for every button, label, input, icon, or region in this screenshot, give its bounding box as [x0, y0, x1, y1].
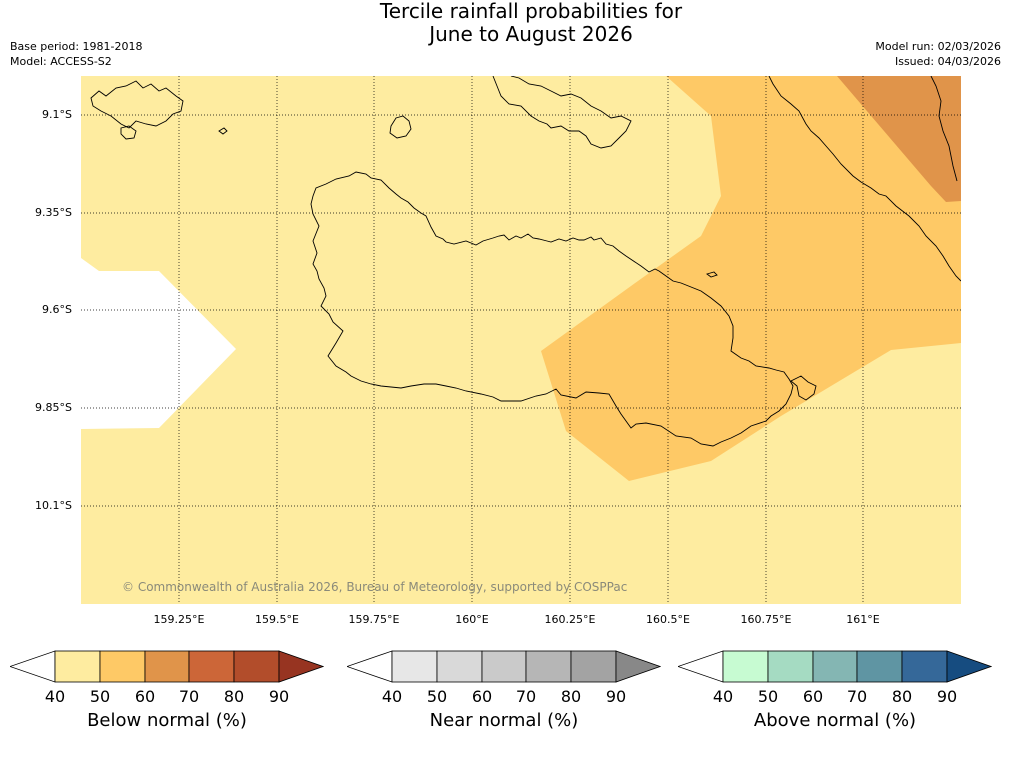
coastline-main-island — [310, 171, 794, 447]
tick-near-50: 50 — [426, 687, 448, 706]
islet-small-2 — [706, 271, 718, 278]
colorbar-above-bin-2 — [767, 650, 814, 683]
lat-label-4: 9.85°S — [35, 401, 72, 414]
tick-below-60: 60 — [134, 687, 156, 706]
tick-near-40: 40 — [381, 687, 403, 706]
colorbar-near-normal — [347, 650, 661, 683]
base-period: Base period: 1981-2018 — [10, 40, 143, 53]
tick-above-40: 40 — [712, 687, 734, 706]
legend-near-normal: 40 50 60 70 80 90 Near normal (%) — [347, 650, 661, 731]
tick-above-50: 50 — [757, 687, 779, 706]
zone-below-70 — [837, 76, 961, 202]
coastline-north-east — [930, 76, 958, 182]
colorbar-above-bin-5 — [901, 650, 948, 683]
lat-label-1: 9.1°S — [42, 108, 72, 121]
map-panel — [81, 76, 961, 604]
lat-label-2: 9.35°S — [35, 206, 72, 219]
islet-small-1 — [218, 127, 228, 135]
lat-label-3: 9.6°S — [42, 303, 72, 316]
legend-above-normal: 40 50 60 70 80 90 Above normal (%) — [678, 650, 992, 731]
title-line-1: Tercile rainfall probabilities for — [379, 0, 683, 23]
colorbar-below-bin-3 — [144, 650, 190, 683]
map-title: Tercile rainfall probabilities for June … — [0, 0, 1011, 46]
colorbar-near-extend-high — [615, 650, 661, 683]
colorbar-near-bin-2 — [436, 650, 483, 683]
lon-label-1: 159.25°E — [153, 613, 205, 626]
colorbar-near-extend-low — [347, 650, 393, 683]
legend-title-near: Near normal (%) — [429, 710, 579, 731]
map-canvas — [81, 76, 961, 604]
colorbar-below-bin-5 — [233, 650, 280, 683]
lon-label-2: 159.5°E — [255, 613, 299, 626]
colorbar-near-ticks: 40 50 60 70 80 90 — [347, 684, 661, 706]
lon-label-6: 160.5°E — [646, 613, 690, 626]
colorbar-below-bin-4 — [188, 650, 235, 683]
colorbar-below-bin-2 — [99, 650, 146, 683]
lat-label-5: 10.1°S — [35, 499, 72, 512]
tick-above-70: 70 — [846, 687, 868, 706]
colorbar-below-ticks: 40 50 60 70 80 90 — [10, 684, 324, 706]
colorbar-above-bin-1 — [722, 650, 769, 683]
lon-label-8: 161°E — [846, 613, 880, 626]
islet-east-1 — [790, 375, 817, 401]
colorbar-near-bin-4 — [525, 650, 572, 683]
tick-below-90: 90 — [268, 687, 290, 706]
colorbar-above-extend-low — [678, 650, 724, 683]
meta-left: Base period: 1981-2018 Model: ACCESS-S2 — [10, 39, 142, 69]
copyright-notice: © Commonwealth of Australia 2026, Bureau… — [122, 580, 628, 594]
zone-below-60 — [541, 76, 961, 481]
colorbar-near-bin-5 — [570, 650, 617, 683]
tick-above-60: 60 — [802, 687, 824, 706]
zone-no-data — [81, 258, 236, 429]
tick-below-40: 40 — [44, 687, 66, 706]
colorbar-below-bin-1 — [54, 650, 101, 683]
coastline-eastern-island — [768, 76, 961, 282]
tick-near-70: 70 — [515, 687, 537, 706]
coastline-north-central-islands — [492, 76, 632, 149]
model-run: Model run: 02/03/2026 — [875, 40, 1001, 53]
tick-above-90: 90 — [936, 687, 958, 706]
colorbar-near-bin-3 — [481, 650, 527, 683]
lon-label-4: 160°E — [455, 613, 489, 626]
lon-label-3: 159.75°E — [348, 613, 400, 626]
colorbar-above-extend-high — [946, 650, 992, 683]
lon-label-5: 160.25°E — [544, 613, 596, 626]
tick-below-80: 80 — [223, 687, 245, 706]
graticule — [81, 76, 961, 604]
legend-below-normal: 40 50 60 70 80 90 Below normal (%) — [10, 650, 324, 731]
tick-near-60: 60 — [471, 687, 493, 706]
islet-north-west — [120, 125, 137, 140]
coastlines — [90, 76, 961, 447]
colorbar-above-bin-3 — [812, 650, 858, 683]
islet-north-central — [389, 115, 412, 139]
colorbar-below-extend-low — [10, 650, 56, 683]
colorbar-above-bin-4 — [856, 650, 903, 683]
tick-above-80: 80 — [891, 687, 913, 706]
colorbar-above-ticks: 40 50 60 70 80 90 — [678, 684, 992, 706]
tick-below-50: 50 — [89, 687, 111, 706]
model-name: Model: ACCESS-S2 — [10, 55, 112, 68]
colorbar-near-bin-1 — [391, 650, 438, 683]
tick-near-80: 80 — [560, 687, 582, 706]
tick-below-70: 70 — [178, 687, 200, 706]
legend-title-below: Below normal (%) — [87, 710, 247, 731]
meta-right: Model run: 02/03/2026 Issued: 04/03/2026 — [875, 39, 1001, 69]
colorbar-below-extend-high — [278, 650, 324, 683]
coastline-north-west-islands — [90, 80, 184, 129]
issued-date: Issued: 04/03/2026 — [894, 55, 1001, 68]
lon-label-7: 160.75°E — [740, 613, 792, 626]
colorbar-below-normal — [10, 650, 324, 683]
legend-title-above: Above normal (%) — [753, 710, 917, 731]
colorbar-above-normal — [678, 650, 992, 683]
tick-near-90: 90 — [605, 687, 627, 706]
title-line-2: June to August 2026 — [429, 22, 633, 46]
